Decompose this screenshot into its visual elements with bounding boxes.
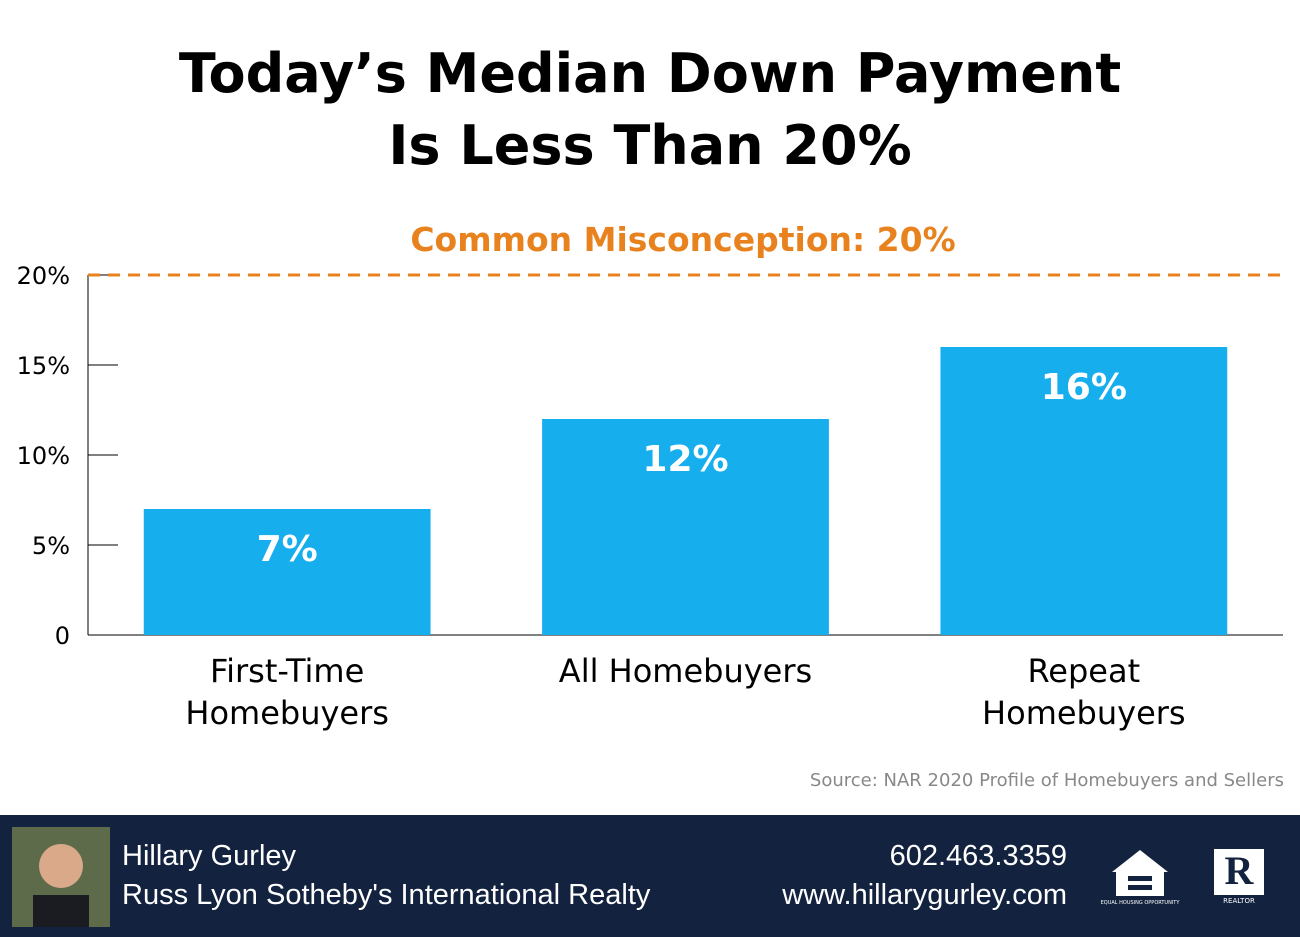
agent-face [39, 844, 83, 888]
value-label: 12% [642, 439, 728, 480]
bar [542, 419, 829, 635]
y-tick-label: 5% [32, 532, 70, 560]
x-tick-label: All Homebuyers [558, 652, 813, 690]
y-tick-label: 10% [17, 442, 70, 470]
agent-website: www.hillarygurley.com [782, 879, 1067, 911]
y-tick-label: 15% [17, 352, 70, 380]
y-tick-label: 0 [55, 622, 70, 650]
chart-title: Today’s Median Down Payment Is Less Than… [178, 42, 1122, 177]
equal-housing-logo [1112, 850, 1168, 896]
realtor-text: REALTOR [1223, 897, 1255, 905]
agent-company: Russ Lyon Sotheby's International Realty [122, 879, 651, 911]
bar [940, 347, 1228, 635]
value-label: 7% [257, 529, 318, 570]
value-label: 16% [1041, 367, 1127, 408]
reference-label: Common Misconception: 20% [410, 220, 955, 259]
agent-shirt [33, 895, 89, 927]
realtor-logo [1214, 849, 1264, 895]
agent-phone: 602.463.3359 [889, 840, 1067, 872]
x-tick-label: Repeat Homebuyers [982, 652, 1186, 732]
agent-name: Hillary Gurley [122, 840, 297, 872]
realtor-r: R [1225, 848, 1255, 893]
source-note: Source: NAR 2020 Profile of Homebuyers a… [809, 770, 1284, 791]
x-tick-label: First-Time Homebuyers [185, 652, 389, 732]
equal-housing-text: EQUAL HOUSING OPPORTUNITY [1101, 900, 1181, 906]
bar [143, 509, 431, 635]
footer-bar [0, 815, 1300, 937]
y-tick-label: 20% [17, 262, 70, 290]
